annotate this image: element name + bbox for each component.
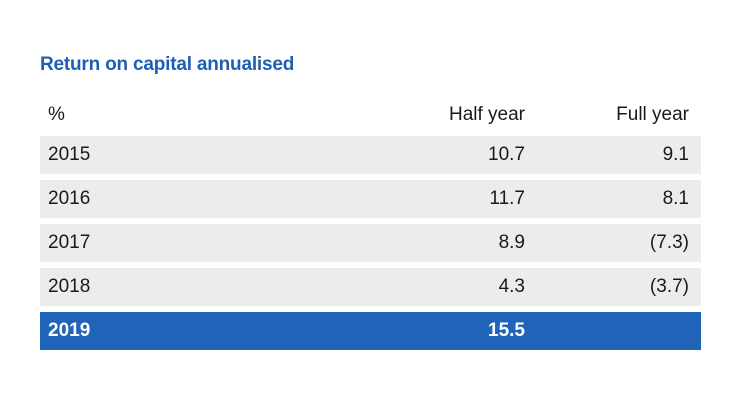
half-year-cell: 10.7 bbox=[488, 144, 525, 165]
year-cell: 2019 bbox=[48, 320, 91, 341]
full-year-cell: (7.3) bbox=[649, 232, 689, 253]
year-cell: 2015 bbox=[48, 144, 91, 165]
year-cell: 2017 bbox=[48, 232, 91, 253]
half-year-cell: 11.7 bbox=[489, 188, 525, 209]
column-header-percent: % bbox=[48, 104, 65, 125]
year-cell: 2016 bbox=[48, 188, 91, 209]
table-row: 2015 10.7 9.1 bbox=[40, 136, 701, 174]
half-year-cell: 8.9 bbox=[498, 232, 525, 253]
highlighted-table-row: 2019 15.5 bbox=[40, 312, 701, 350]
table-row: 2016 11.7 8.1 bbox=[40, 180, 701, 218]
table-row: 2017 8.9 (7.3) bbox=[40, 224, 701, 262]
half-year-cell: 4.3 bbox=[498, 276, 525, 297]
column-header-half-year: Half year bbox=[448, 104, 525, 125]
table-title: Return on capital annualised bbox=[40, 54, 295, 75]
half-year-cell: 15.5 bbox=[488, 320, 525, 341]
full-year-cell: 8.1 bbox=[662, 188, 689, 209]
column-header-full-year: Full year bbox=[616, 104, 689, 125]
table-header-row: % Half year Full year bbox=[40, 94, 701, 136]
table-row: 2018 4.3 (3.7) bbox=[40, 268, 701, 306]
full-year-cell: 9.1 bbox=[662, 144, 689, 165]
year-cell: 2018 bbox=[48, 276, 91, 297]
full-year-cell: (3.7) bbox=[649, 276, 689, 297]
return-on-capital-table: % Half year Full year 2015 10.7 9.1 2016… bbox=[40, 94, 701, 356]
